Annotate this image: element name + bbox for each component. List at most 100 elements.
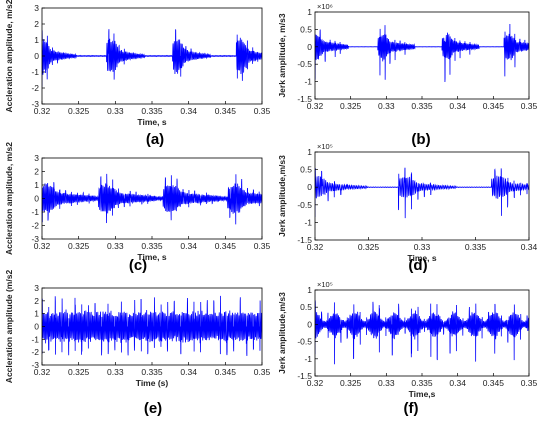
y-tick-label: 0 — [307, 182, 312, 192]
x-tick-label: 0.35 — [521, 101, 538, 111]
x-tick-label: 0.34 — [521, 242, 538, 252]
series-line — [42, 173, 262, 225]
x-tick-label: 0.32 — [34, 241, 51, 251]
plot-frame — [314, 11, 530, 100]
series-line — [315, 23, 529, 82]
x-tick-label: 0.325 — [340, 378, 362, 388]
x-tick-label: 0.34 — [180, 106, 197, 116]
y-tick-label: 1 — [34, 180, 39, 190]
x-tick-label: 0.33 — [107, 241, 124, 251]
y-tick-label: 3 — [34, 153, 39, 163]
x-tick-label: 0.32 — [307, 101, 324, 111]
panel-caption: (a) — [146, 131, 164, 148]
x-tick-label: 0.32 — [34, 367, 51, 377]
y-tick-label: -0.5 — [297, 200, 312, 210]
chart-panel-b: 0.32 0.325 0.33 0.335 0.34 0.345 0.35 -1.5 -1 -0.… — [277, 2, 538, 148]
x-tick-label: 0.33 — [414, 242, 431, 252]
panel-caption: (b) — [411, 131, 430, 148]
y-tick-label: -1 — [31, 207, 39, 217]
y-tick-label: 0.5 — [300, 24, 312, 34]
x-tick-label: 0.335 — [141, 241, 163, 251]
x-tick-label: 0.345 — [215, 241, 237, 251]
panel-caption: (d) — [408, 257, 427, 274]
x-tick-label: 0.325 — [340, 101, 362, 111]
x-tick-label: 0.325 — [68, 367, 90, 377]
x-tick-label: 0.335 — [141, 367, 163, 377]
x-axis-title: Time (s) — [136, 378, 169, 388]
y-tick-label: 0.5 — [300, 302, 312, 312]
plot-frame — [314, 151, 530, 241]
chart-panel-d: 0.32 0.325 0.33 0.335 0.34 -1.5 -1 -0.5 0 0.5 1 ×10… — [277, 142, 538, 274]
y-tick-label: -0.5 — [297, 59, 312, 69]
y-tick-label: 2 — [34, 19, 39, 29]
y-axis-title: Accleration amplitude, m/s2 — [4, 142, 14, 255]
x-tick-label: 0.34 — [180, 241, 197, 251]
y-axis-title: Accleration amplitude (m/s2 — [4, 270, 14, 384]
y-axis-title: Jerk amplitude,m/s3 — [277, 292, 287, 374]
y-exponent-label: ×10⁵ — [317, 142, 333, 151]
x-tick-label: 0.32 — [34, 106, 51, 116]
y-tick-label: -1.5 — [297, 235, 312, 245]
x-tick-label: 0.35 — [254, 106, 271, 116]
panel-caption: (c) — [129, 257, 147, 274]
x-tick-label: 0.345 — [483, 101, 505, 111]
series-line — [42, 28, 262, 87]
x-tick-label: 0.33 — [378, 101, 395, 111]
y-tick-label: -1 — [31, 67, 39, 77]
x-axis-title: Time, s — [137, 252, 166, 262]
x-tick-label: 0.335 — [411, 378, 433, 388]
x-tick-label: 0.345 — [483, 378, 505, 388]
y-tick-label: -1 — [304, 77, 312, 87]
y-tick-label: -3 — [31, 99, 39, 109]
x-tick-label: 0.32 — [307, 242, 324, 252]
chart-panel-a: 0.32 0.325 0.33 0.335 0.34 0.345 0.35 -3 -2 -1 0 1 2… — [4, 0, 271, 148]
x-axis-title: Time, s — [137, 117, 166, 127]
y-axis-title: Jerk amplitude,m/s3 — [277, 155, 287, 237]
y-tick-label: 0 — [34, 322, 39, 332]
x-tick-label: 0.325 — [358, 242, 380, 252]
y-axis-title: Accleration amplitude, m/s2 — [4, 0, 14, 112]
x-tick-label: 0.35 — [254, 241, 271, 251]
series-line — [315, 167, 529, 219]
y-tick-label: 2 — [34, 167, 39, 177]
series-line — [42, 295, 262, 356]
panel-caption: (f) — [404, 400, 419, 417]
y-tick-label: -3 — [31, 234, 39, 244]
y-tick-label: 0 — [307, 319, 312, 329]
y-tick-label: 2 — [34, 296, 39, 306]
y-tick-label: 1 — [307, 147, 312, 157]
x-tick-label: 0.335 — [465, 242, 487, 252]
chart-panel-c: 0.32 0.325 0.33 0.335 0.34 0.345 0.35 -3 -2 -1 0 1 2… — [4, 142, 271, 274]
y-tick-label: 0 — [307, 42, 312, 52]
x-tick-label: 0.34 — [449, 101, 466, 111]
x-tick-label: 0.35 — [254, 367, 271, 377]
y-tick-label: 1 — [34, 35, 39, 45]
x-axis-title: Time, s — [407, 253, 436, 263]
chart-panel-e: 0.32 0.325 0.33 0.335 0.34 0.345 0.35 -3 -2 -1 0 1 2… — [4, 270, 271, 417]
y-exponent-label: ×10⁵ — [317, 280, 333, 289]
x-tick-label: 0.33 — [107, 367, 124, 377]
y-tick-label: -2 — [31, 347, 39, 357]
y-tick-label: -2 — [31, 221, 39, 231]
x-tick-label: 0.325 — [68, 241, 90, 251]
x-tick-label: 0.325 — [68, 106, 90, 116]
y-tick-label: 1 — [307, 7, 312, 17]
y-tick-label: 0.5 — [300, 165, 312, 175]
x-tick-label: 0.33 — [107, 106, 124, 116]
y-tick-label: -3 — [31, 360, 39, 370]
x-tick-label: 0.34 — [180, 367, 197, 377]
y-tick-label: 0 — [34, 51, 39, 61]
y-tick-label: -1 — [304, 354, 312, 364]
y-tick-label: 3 — [34, 3, 39, 13]
x-tick-label: 0.345 — [215, 106, 237, 116]
x-tick-label: 0.335 — [411, 101, 433, 111]
y-tick-label: -1.5 — [297, 94, 312, 104]
x-tick-label: 0.32 — [307, 378, 324, 388]
x-tick-label: 0.34 — [449, 378, 466, 388]
y-tick-label: -1 — [304, 217, 312, 227]
y-axis-title: Jerk amplitude, m/s3 — [277, 13, 287, 97]
y-tick-label: -0.5 — [297, 337, 312, 347]
y-tick-label: -1.5 — [297, 371, 312, 381]
x-axis-title: Time,s — [409, 389, 436, 399]
